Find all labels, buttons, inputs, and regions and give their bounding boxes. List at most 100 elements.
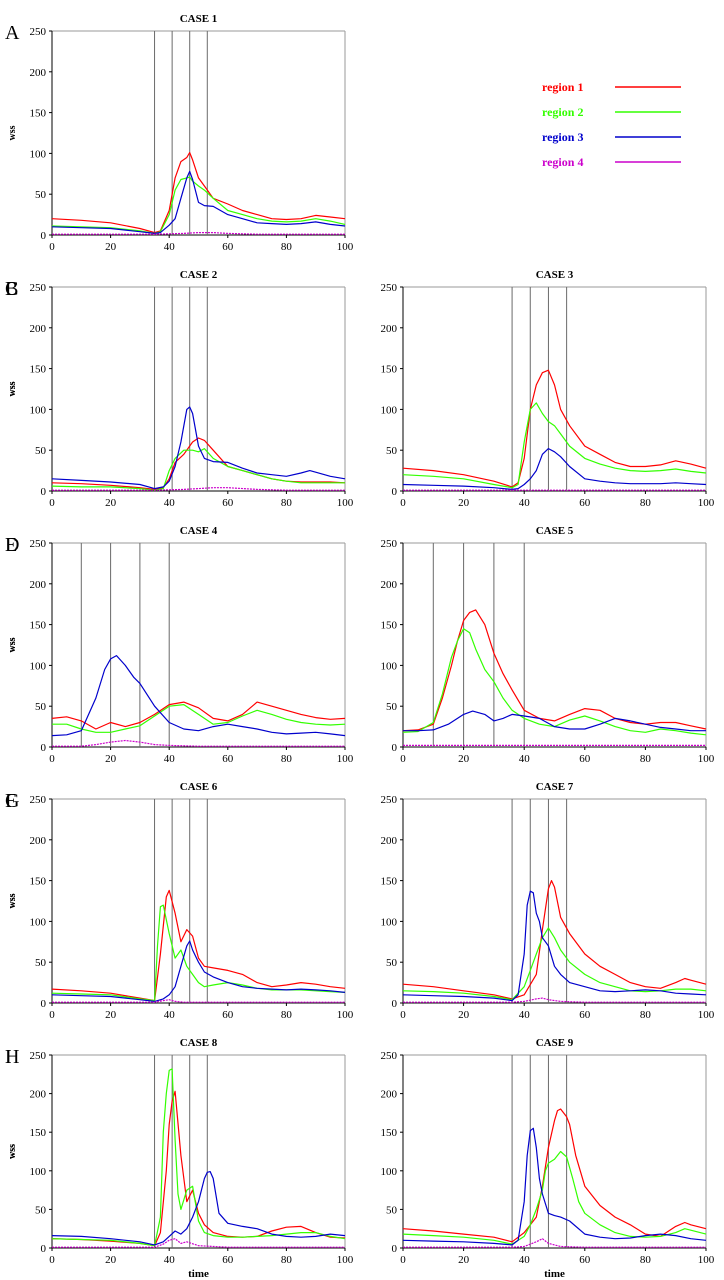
x-tick-label: 100	[698, 1254, 715, 1266]
series-line-region-3	[403, 710, 706, 732]
y-tick-label: 250	[381, 282, 398, 294]
y-tick-label: 50	[35, 957, 47, 969]
y-tick-label: 250	[381, 1050, 398, 1062]
y-tick-label: 100	[30, 404, 47, 416]
series-line-region-3	[402, 1127, 707, 1246]
chart-panel-f: F CASE 6 0 50 100 150 200 250 0 20 40 60 80 100 wss	[5, 781, 354, 1021]
y-tick-label: 200	[30, 579, 47, 591]
x-tick-label: 100	[698, 1009, 715, 1021]
x-tick-label: 100	[337, 1254, 354, 1266]
x-tick-label: 20	[105, 497, 117, 509]
series-line-region-2	[402, 1150, 707, 1245]
x-tick-label: 100	[337, 241, 354, 253]
series-line-region-1	[51, 152, 346, 234]
series-line-region-3	[51, 1170, 346, 1246]
x-tick-label: 60	[579, 497, 591, 509]
y-axis-label: wss	[7, 125, 18, 140]
y-tick-label: 250	[381, 538, 398, 550]
x-tick-label: 80	[281, 1254, 293, 1266]
x-tick-label: 100	[337, 497, 354, 509]
chart-title: CASE 2	[180, 269, 218, 281]
y-tick-label: 250	[30, 26, 47, 38]
x-tick-label: 20	[458, 753, 470, 765]
legend-label: region 4	[542, 155, 583, 169]
y-tick-label: 250	[381, 794, 398, 806]
x-tick-label: 20	[105, 753, 117, 765]
series-line-region-4	[52, 999, 345, 1003]
x-tick-label: 60	[222, 753, 234, 765]
panel-letter: H	[5, 1046, 19, 1068]
y-tick-label: 150	[30, 876, 47, 888]
chart-title: CASE 8	[180, 1037, 218, 1049]
y-tick-label: 200	[381, 835, 398, 847]
y-axis-label: wss	[7, 893, 18, 908]
x-tick-label: 0	[400, 1009, 406, 1021]
y-axis-label: wss	[7, 893, 18, 908]
x-tick-label: 20	[458, 1254, 470, 1266]
y-tick-label: 100	[381, 1166, 398, 1178]
x-tick-label: 80	[640, 753, 652, 765]
x-tick-label: 20	[105, 1009, 117, 1021]
y-tick-label: 200	[30, 835, 47, 847]
y-tick-label: 100	[30, 660, 47, 672]
y-tick-label: 150	[30, 108, 47, 120]
y-tick-label: 100	[381, 660, 398, 672]
series-line-region-1	[51, 701, 346, 730]
series-line-region-3	[402, 890, 707, 1002]
x-tick-label: 100	[337, 753, 354, 765]
panel-letter: E	[5, 534, 17, 556]
chart-panel-h: H CASE 8 0 50 100 150 200 250 0 20 40 60 80 100 wss tim…	[5, 1037, 354, 1280]
x-tick-label: 40	[164, 1009, 176, 1021]
y-axis-label: wss	[7, 637, 18, 652]
y-tick-label: 200	[381, 579, 398, 591]
panel-letter: G	[5, 790, 19, 812]
series-line-region-4	[52, 1238, 345, 1248]
x-tick-label: 40	[519, 1254, 531, 1266]
series-line-region-2	[51, 448, 345, 491]
series-line-region-1	[402, 1108, 707, 1243]
y-tick-label: 50	[386, 445, 398, 457]
chart-panel-d: D CASE 4 0 50 100 150 200 250 0 20 40 60 80 100 wss	[5, 525, 354, 765]
series-line-region-1	[402, 879, 707, 1000]
x-tick-label: 80	[640, 1009, 652, 1021]
x-tick-label: 60	[222, 241, 234, 253]
x-tick-label: 0	[400, 497, 406, 509]
x-tick-label: 40	[519, 753, 531, 765]
chart-title: CASE 3	[536, 269, 574, 281]
x-tick-label: 0	[400, 753, 406, 765]
y-tick-label: 150	[30, 364, 47, 376]
series-line-region-1	[51, 1090, 346, 1247]
y-tick-label: 250	[30, 794, 47, 806]
x-tick-label: 100	[337, 1009, 354, 1021]
x-tick-label: 40	[519, 497, 531, 509]
series-line-region-2	[51, 1068, 346, 1247]
x-tick-label: 60	[579, 1009, 591, 1021]
x-tick-label: 80	[281, 497, 293, 509]
x-tick-label: 80	[281, 1009, 293, 1021]
y-tick-label: 200	[30, 67, 47, 79]
x-tick-label: 20	[458, 1009, 470, 1021]
chart-title: CASE 9	[536, 1037, 574, 1049]
y-axis-label: wss	[7, 381, 18, 396]
y-tick-label: 0	[41, 998, 47, 1010]
panel-letter: C	[5, 278, 18, 300]
y-tick-label: 0	[392, 486, 398, 498]
y-tick-label: 100	[381, 916, 398, 928]
x-tick-label: 0	[49, 1254, 55, 1266]
y-tick-label: 250	[30, 282, 47, 294]
series-line-region-2	[51, 176, 346, 234]
x-tick-label: 40	[519, 1009, 531, 1021]
y-tick-label: 0	[41, 230, 47, 242]
series-line-region-3	[51, 406, 346, 490]
series-line-region-3	[51, 654, 346, 737]
panel-letter: B	[5, 278, 18, 300]
y-tick-label: 100	[381, 404, 398, 416]
x-tick-label: 0	[49, 753, 55, 765]
x-axis-label: time	[188, 1268, 209, 1280]
x-tick-label: 60	[222, 1009, 234, 1021]
y-tick-label: 200	[30, 1089, 47, 1101]
y-tick-label: 50	[35, 1204, 47, 1216]
